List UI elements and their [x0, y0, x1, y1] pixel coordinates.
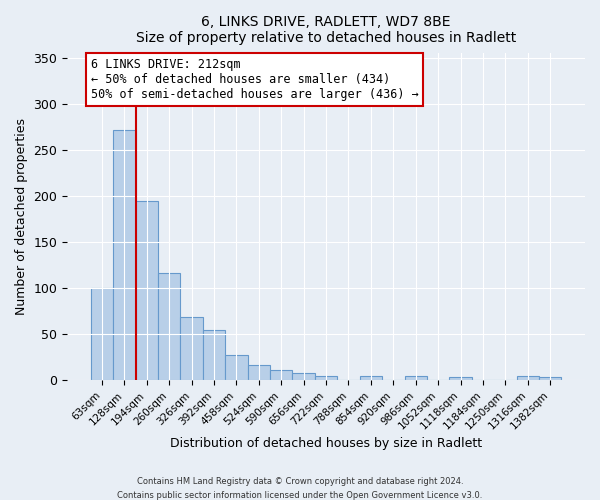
- Bar: [539, 378, 562, 380]
- Bar: [113, 130, 136, 380]
- Bar: [517, 376, 539, 380]
- Text: 6 LINKS DRIVE: 212sqm
← 50% of detached houses are smaller (434)
50% of semi-det: 6 LINKS DRIVE: 212sqm ← 50% of detached …: [91, 58, 418, 101]
- Text: Contains HM Land Registry data © Crown copyright and database right 2024.
Contai: Contains HM Land Registry data © Crown c…: [118, 478, 482, 500]
- Bar: [404, 376, 427, 380]
- Y-axis label: Number of detached properties: Number of detached properties: [15, 118, 28, 315]
- Bar: [248, 364, 270, 380]
- Bar: [315, 376, 337, 380]
- Bar: [91, 288, 113, 380]
- Bar: [136, 200, 158, 380]
- X-axis label: Distribution of detached houses by size in Radlett: Distribution of detached houses by size …: [170, 437, 482, 450]
- Bar: [225, 356, 248, 380]
- Title: 6, LINKS DRIVE, RADLETT, WD7 8BE
Size of property relative to detached houses in: 6, LINKS DRIVE, RADLETT, WD7 8BE Size of…: [136, 15, 516, 45]
- Bar: [270, 370, 292, 380]
- Bar: [449, 378, 472, 380]
- Bar: [158, 274, 181, 380]
- Bar: [181, 316, 203, 380]
- Bar: [203, 330, 225, 380]
- Bar: [360, 376, 382, 380]
- Bar: [292, 373, 315, 380]
